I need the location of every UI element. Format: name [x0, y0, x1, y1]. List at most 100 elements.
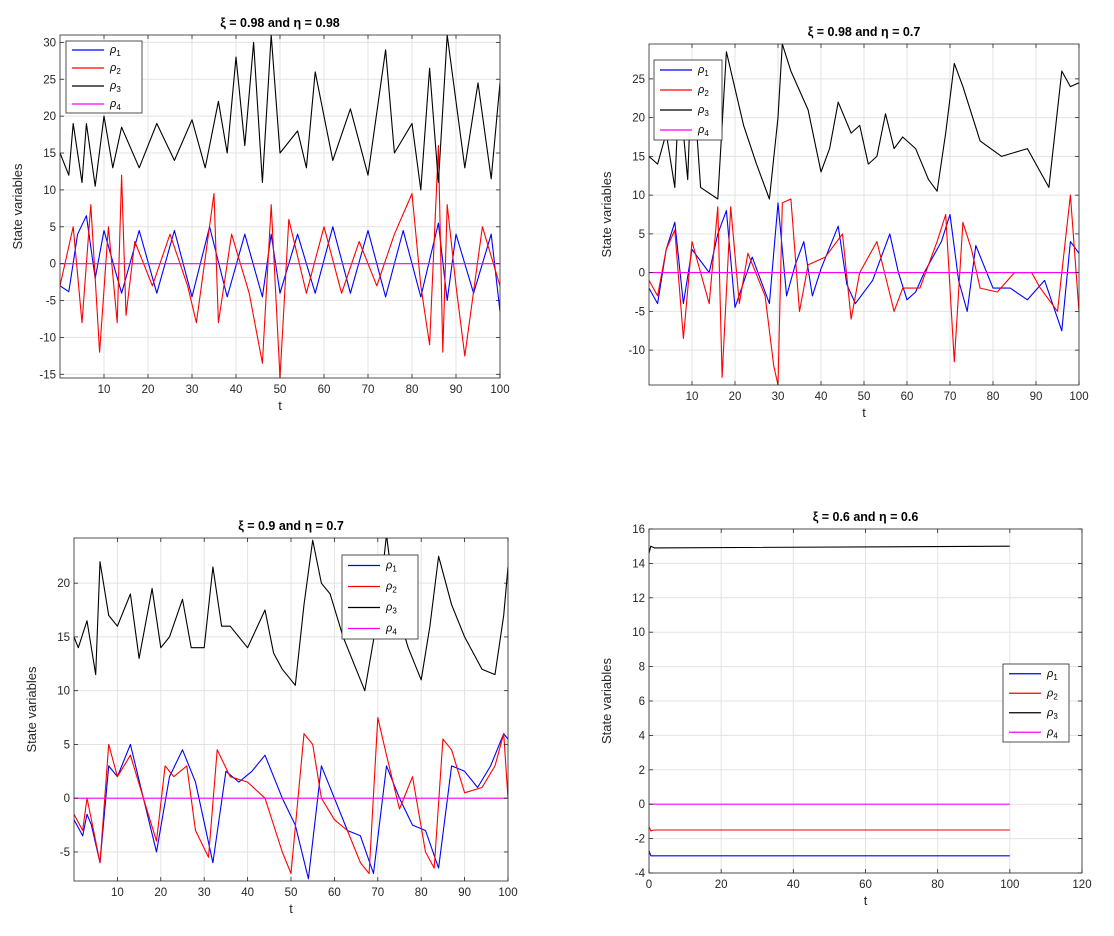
- x-tick-label: 20: [154, 887, 167, 899]
- series-group: [649, 545, 1010, 857]
- x-tick-label: 80: [415, 887, 428, 899]
- y-axis-label: State variables: [10, 163, 25, 249]
- x-axis-label: t: [864, 893, 868, 908]
- x-tick-label: 60: [328, 887, 341, 899]
- subplot-4: 0 20 40 60 80 100 120 -4 -2 0 2 4 6 8 10 12 14 16 ξ = 0.6 …: [599, 510, 1092, 908]
- legend-label-ρ4: ρ4: [385, 623, 397, 637]
- x-tick-label: 80: [987, 391, 1000, 403]
- x-tick-label: 80: [931, 879, 944, 891]
- legend-box: [653, 59, 723, 141]
- y-tick-label: 15: [632, 151, 645, 163]
- y-tick-label: 0: [639, 799, 645, 811]
- legend-label-ρ3: ρ3: [1046, 707, 1058, 721]
- series-line-ρ1: [649, 850, 1010, 857]
- legend-label-ρ1: ρ1: [385, 560, 397, 574]
- x-tick-label: 120: [1072, 879, 1091, 891]
- y-tick-label: -4: [635, 868, 646, 880]
- series-line-ρ1: [60, 215, 500, 312]
- series-line-ρ2: [60, 145, 500, 378]
- y-tick-label: -15: [39, 369, 56, 381]
- x-tick-label: 60: [318, 384, 331, 396]
- x-tick-label: 50: [274, 384, 287, 396]
- y-tick-label: 20: [57, 578, 70, 590]
- legend-label-ρ2: ρ2: [109, 62, 121, 76]
- x-tick-label: 90: [1030, 391, 1043, 403]
- x-tick-label: 40: [815, 391, 828, 403]
- y-tick-label: 5: [64, 739, 70, 751]
- x-tick-label: 100: [498, 887, 517, 899]
- series-line-ρ3: [74, 538, 508, 692]
- x-axis-label: t: [862, 405, 866, 420]
- chart-title: ξ = 0.6 and η = 0.6: [813, 510, 919, 524]
- legend: ρ1 ρ2 ρ3 ρ4: [653, 59, 723, 141]
- y-tick-label: -5: [46, 296, 56, 308]
- y-tick-label: 10: [43, 185, 56, 197]
- legend: ρ1 ρ2 ρ3 ρ4: [1002, 663, 1070, 743]
- x-tick-label: 30: [186, 384, 199, 396]
- y-tick-label: 6: [639, 696, 645, 708]
- legend-label-ρ3: ρ3: [109, 80, 121, 94]
- y-tick-label: 14: [632, 558, 645, 570]
- series-line-ρ1: [649, 202, 1079, 332]
- legend-label-ρ4: ρ4: [109, 98, 121, 112]
- legend-box: [65, 40, 143, 114]
- x-tick-label: 100: [490, 384, 509, 396]
- y-tick-label: -5: [635, 306, 645, 318]
- y-tick-label: 0: [639, 268, 645, 280]
- x-tick-label: 70: [362, 384, 375, 396]
- x-tick-label: 60: [901, 391, 914, 403]
- x-tick-label: 40: [787, 879, 800, 891]
- y-tick-label: 20: [632, 113, 645, 125]
- y-tick-label: -10: [628, 345, 645, 357]
- y-tick-label: 10: [632, 627, 645, 639]
- y-tick-label: 15: [43, 148, 56, 160]
- subplots-group: 10 20 30 40 50 60 70 80 90 100-15-10-505101520253…: [10, 16, 1092, 916]
- legend-label-ρ3: ρ3: [385, 602, 397, 616]
- x-tick-label: 100: [1069, 391, 1088, 403]
- legend-label-ρ3: ρ3: [697, 104, 709, 118]
- y-tick-label: 0: [64, 793, 70, 805]
- legend-box: [1002, 663, 1070, 743]
- x-tick-label: 20: [715, 879, 728, 891]
- legend: ρ1 ρ2 ρ3 ρ4: [341, 554, 419, 640]
- x-tick-label: 30: [198, 887, 211, 899]
- y-axis-label: State variables: [24, 666, 39, 752]
- y-tick-label: 2: [639, 765, 645, 777]
- x-tick-label: 20: [729, 391, 742, 403]
- x-tick-label: 40: [241, 887, 254, 899]
- x-tick-label: 50: [285, 887, 298, 899]
- x-tick-label: 10: [98, 384, 111, 396]
- x-tick-label: 70: [371, 887, 384, 899]
- series-line-ρ3: [649, 545, 1010, 554]
- series-line-ρ2: [74, 717, 508, 875]
- series-line-ρ3: [649, 44, 1079, 200]
- series-line-ρ2: [649, 194, 1079, 385]
- legend-label-ρ1: ρ1: [1046, 668, 1058, 682]
- y-tick-label: 10: [57, 686, 70, 698]
- x-tick-label: 40: [230, 384, 243, 396]
- y-tick-label: 10: [632, 190, 645, 202]
- x-tick-label: 50: [858, 391, 871, 403]
- x-tick-label: 60: [859, 879, 872, 891]
- y-tick-label: -2: [635, 834, 645, 846]
- x-tick-label: 10: [111, 887, 124, 899]
- series-group: [649, 44, 1079, 385]
- x-tick-label: 90: [458, 887, 471, 899]
- chart-title: ξ = 0.9 and η = 0.7: [238, 519, 344, 533]
- x-tick-label: 100: [1000, 879, 1019, 891]
- legend-label-ρ4: ρ4: [697, 124, 709, 138]
- subplot-3: 10 20 30 40 50 60 70 80 90 100 -5 0 5 10 15 20 ξ = 0.9 a…: [24, 519, 518, 916]
- y-tick-label: 16: [632, 524, 645, 536]
- x-tick-label: 20: [142, 384, 155, 396]
- legend-label-ρ2: ρ2: [1046, 687, 1058, 701]
- series-line-ρ2: [649, 826, 1010, 832]
- x-tick-label: 30: [772, 391, 785, 403]
- subplot-1: 10 20 30 40 50 60 70 80 90 100 -15 -10 -5 0 5 10 15 20 25 3…: [10, 16, 510, 413]
- y-axis-label: State variables: [599, 171, 614, 257]
- y-tick-label: 8: [639, 662, 645, 674]
- legend-box: [341, 554, 419, 640]
- legend-label-ρ1: ρ1: [697, 64, 709, 78]
- legend: ρ1 ρ2 ρ3 ρ4: [65, 40, 143, 114]
- y-axis-label: State variables: [599, 658, 614, 744]
